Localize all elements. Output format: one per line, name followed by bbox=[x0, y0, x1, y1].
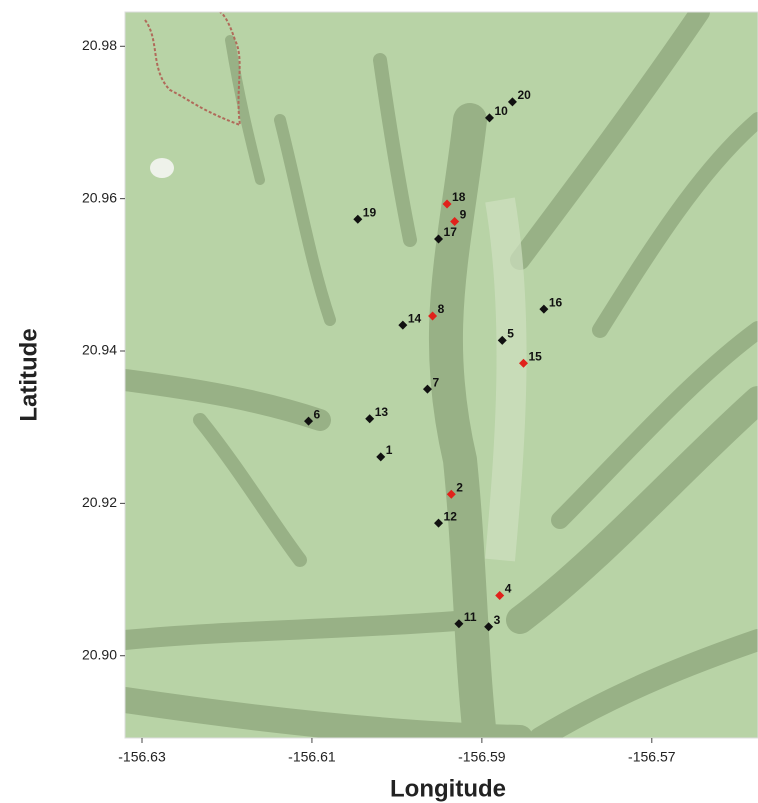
point-label: 2 bbox=[456, 480, 463, 494]
map-chart: Longitude Latitude -156.63 -156.61 -156.59… bbox=[0, 0, 758, 803]
terrain-background bbox=[125, 12, 758, 738]
point-label: 12 bbox=[444, 509, 458, 523]
point-label: 16 bbox=[549, 295, 563, 309]
point-label: 10 bbox=[495, 104, 509, 118]
x-tick-label: -156.59 bbox=[458, 749, 506, 765]
y-tick-label: 20.98 bbox=[82, 37, 117, 53]
point-label: 18 bbox=[452, 190, 466, 204]
x-tick-label: -156.61 bbox=[288, 749, 336, 765]
point-label: 17 bbox=[444, 225, 458, 239]
y-tick-label: 20.94 bbox=[82, 342, 117, 358]
y-tick-label: 20.96 bbox=[82, 189, 117, 205]
point-label: 5 bbox=[507, 327, 514, 341]
point-label: 8 bbox=[438, 302, 445, 316]
point-label: 9 bbox=[460, 208, 467, 222]
x-tick-label: -156.57 bbox=[628, 749, 676, 765]
point-label: 1 bbox=[386, 443, 393, 457]
x-tick-label: -156.63 bbox=[118, 749, 166, 765]
point-label: 13 bbox=[375, 405, 389, 419]
y-tick-label: 20.90 bbox=[82, 646, 117, 662]
point-label: 15 bbox=[528, 349, 542, 363]
y-tick-label: 20.92 bbox=[82, 494, 117, 510]
point-label: 6 bbox=[314, 407, 321, 421]
point-label: 3 bbox=[494, 613, 501, 627]
y-axis-title: Latitude bbox=[15, 328, 42, 421]
x-axis-title: Longitude bbox=[390, 775, 506, 802]
point-label: 20 bbox=[517, 88, 531, 102]
point-label: 4 bbox=[505, 582, 512, 596]
point-label: 7 bbox=[432, 375, 439, 389]
point-label: 14 bbox=[408, 311, 422, 325]
point-label: 19 bbox=[363, 205, 377, 219]
point-label: 11 bbox=[464, 610, 477, 624]
